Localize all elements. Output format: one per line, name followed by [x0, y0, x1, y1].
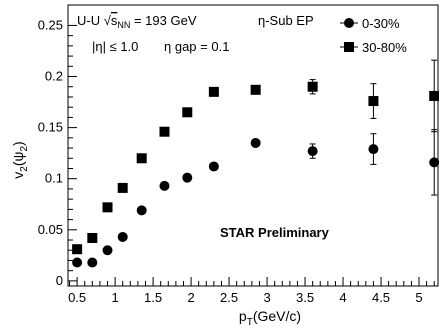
y-tick-label: 0.05 [38, 222, 63, 237]
data-point [117, 182, 128, 193]
data-point [368, 144, 379, 155]
data-point [368, 96, 379, 107]
x-tick-label: 1.5 [144, 290, 162, 305]
data-marks [72, 59, 439, 268]
series-0 [72, 129, 439, 268]
data-point [136, 205, 147, 216]
legend-label-0: 0-30% [362, 16, 400, 31]
x-tick-label: 1 [111, 290, 118, 305]
plot-frame [67, 4, 439, 287]
y-tick-label: 0.1 [45, 171, 63, 186]
data-point [208, 161, 219, 172]
data-point [208, 86, 219, 97]
x-axis-title: pT(GeV/c) [239, 308, 301, 328]
y-tick-label: 0 [56, 273, 63, 288]
y-axis-title: v2(ψ2) [10, 141, 30, 178]
x-tick-label: 5 [415, 290, 422, 305]
series-1 [72, 59, 439, 255]
legend-label-1: 30-80% [362, 40, 407, 55]
legend: 0-30% 30-80% [340, 16, 407, 55]
annotation-eta-range: |η| ≤ 1.0 [92, 39, 138, 54]
sqrt-symbol: √ [104, 13, 112, 28]
annotation-collision: U-U √sNN = 193 GeV [77, 13, 197, 30]
data-point [250, 84, 261, 95]
sqrt-subscript: NN [117, 20, 130, 30]
x-axis: 0.5 1 1.5 2 2.5 3 3.5 4 4.5 5 [68, 277, 435, 305]
data-point [429, 157, 439, 168]
data-point [72, 257, 83, 268]
data-point [307, 81, 318, 92]
x-tick-label: 0.5 [68, 290, 86, 305]
data-point [117, 231, 128, 242]
data-point [87, 232, 98, 243]
legend-marker-1 [344, 42, 354, 52]
legend-marker-0 [344, 18, 354, 28]
y-tick-label: 0.15 [38, 120, 63, 135]
data-point [307, 146, 318, 157]
annotation-preliminary: STAR Preliminary [220, 225, 330, 240]
x-tick-label: 2.5 [220, 290, 238, 305]
data-point [159, 126, 170, 137]
data-point [250, 137, 261, 148]
x-tick-label: 4 [339, 290, 346, 305]
data-point [102, 202, 113, 213]
sqrt-radicand: s [111, 13, 118, 28]
data-point [136, 153, 147, 164]
data-point [182, 107, 193, 118]
y-axis: 0 0.05 0.1 0.15 0.2 0.25 [38, 17, 77, 288]
x-tick-label: 2 [187, 290, 194, 305]
annotation-eta-gap: η gap = 0.1 [164, 39, 229, 54]
x-tick-label: 3 [263, 290, 270, 305]
data-point [72, 244, 83, 255]
x-tick-label: 4.5 [372, 290, 390, 305]
data-point [429, 90, 439, 101]
x-tick-label: 3.5 [296, 290, 314, 305]
data-point [159, 180, 170, 191]
data-point [182, 172, 193, 183]
data-point [87, 257, 98, 268]
y-tick-label: 0.25 [38, 17, 63, 32]
annotation-event-plane: η-Sub EP [258, 13, 314, 28]
data-point [102, 245, 113, 256]
y-tick-label: 0.2 [45, 69, 63, 84]
